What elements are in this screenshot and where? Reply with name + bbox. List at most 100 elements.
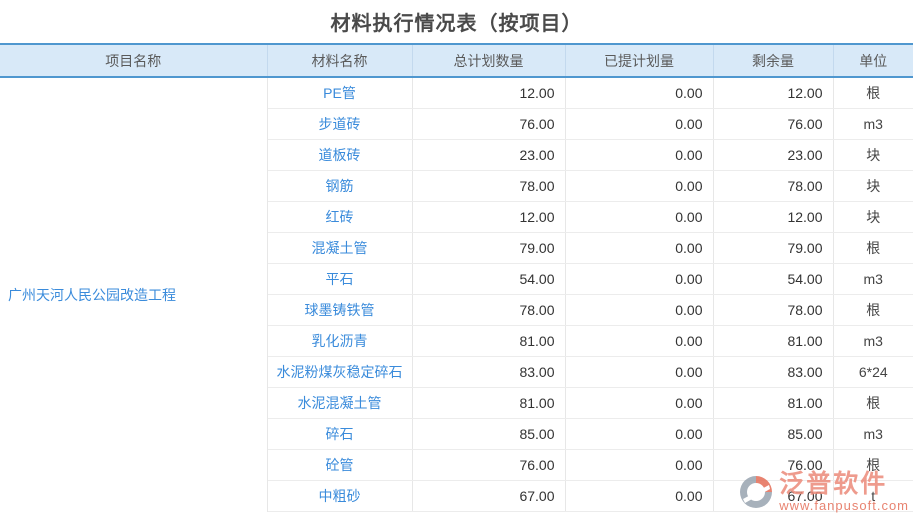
total-planned-cell: 54.00 bbox=[412, 263, 566, 295]
material-name-cell[interactable]: 步道砖 bbox=[267, 108, 413, 140]
unit-cell: 块 bbox=[833, 170, 913, 202]
material-link[interactable]: 水泥混凝土管 bbox=[297, 394, 382, 411]
column-header-submitted: 已提计划量 bbox=[565, 43, 714, 78]
report-title-bar: 材料执行情况表（按项目） bbox=[0, 0, 913, 43]
material-link[interactable]: 道板砖 bbox=[318, 146, 361, 163]
total-planned-cell: 76.00 bbox=[412, 108, 566, 140]
material-name-cell[interactable]: 道板砖 bbox=[267, 139, 413, 171]
remaining-cell: 79.00 bbox=[713, 232, 834, 264]
remaining-cell: 12.00 bbox=[713, 77, 834, 109]
material-name-cell[interactable]: 乳化沥青 bbox=[267, 325, 413, 357]
column-header-total: 总计划数量 bbox=[412, 43, 566, 78]
material-link[interactable]: 钢筋 bbox=[325, 177, 354, 194]
material-name-cell[interactable]: 钢筋 bbox=[267, 170, 413, 202]
vendor-watermark: 泛普软件 www.fanpusoft.com bbox=[737, 472, 909, 512]
table-row: 碎石 85.00 0.00 85.00 m3 bbox=[0, 418, 913, 450]
table-row: 平石 54.00 0.00 54.00 m3 bbox=[0, 263, 913, 295]
submitted-planned-cell: 0.00 bbox=[565, 77, 714, 109]
material-name-cell[interactable]: 平石 bbox=[267, 263, 413, 295]
unit-cell: m3 bbox=[833, 263, 913, 295]
project-name-cell[interactable]: 广州天河人民公园改造工程 bbox=[0, 77, 268, 511]
total-planned-cell: 79.00 bbox=[412, 232, 566, 264]
material-link[interactable]: 平石 bbox=[325, 270, 354, 287]
remaining-cell: 83.00 bbox=[713, 356, 834, 388]
total-planned-cell: 12.00 bbox=[412, 77, 566, 109]
material-link[interactable]: 混凝土管 bbox=[311, 239, 368, 256]
unit-cell: 6*24 bbox=[833, 356, 913, 388]
total-planned-cell: 12.00 bbox=[412, 201, 566, 233]
unit-cell: 根 bbox=[833, 232, 913, 264]
submitted-planned-cell: 0.00 bbox=[565, 139, 714, 171]
unit-cell: 根 bbox=[833, 294, 913, 326]
column-header-project: 项目名称 bbox=[0, 43, 268, 78]
table-row: 水泥粉煤灰稳定碎石 83.00 0.00 83.00 6*24 bbox=[0, 356, 913, 388]
table-row: 球墨铸铁管 78.00 0.00 78.00 根 bbox=[0, 294, 913, 326]
unit-cell: 根 bbox=[833, 387, 913, 419]
watermark-text: 泛普软件 www.fanpusoft.com bbox=[779, 472, 909, 513]
unit-cell: 根 bbox=[833, 77, 913, 109]
material-name-cell[interactable]: 碎石 bbox=[267, 418, 413, 450]
material-name-cell[interactable]: 砼管 bbox=[267, 449, 413, 481]
table-row: 水泥混凝土管 81.00 0.00 81.00 根 bbox=[0, 387, 913, 419]
material-link[interactable]: 乳化沥青 bbox=[311, 332, 368, 349]
material-name-cell[interactable]: PE管 bbox=[267, 77, 413, 109]
submitted-planned-cell: 0.00 bbox=[565, 418, 714, 450]
total-planned-cell: 81.00 bbox=[412, 387, 566, 419]
material-name-cell[interactable]: 水泥粉煤灰稳定碎石 bbox=[267, 356, 413, 388]
submitted-planned-cell: 0.00 bbox=[565, 201, 714, 233]
table-row: 广州天河人民公园改造工程 PE管 12.00 0.00 12.00 根 bbox=[0, 77, 913, 511]
total-planned-cell: 83.00 bbox=[412, 356, 566, 388]
unit-cell: t bbox=[833, 480, 913, 512]
remaining-cell: 12.00 bbox=[713, 201, 834, 233]
unit-cell: 块 bbox=[833, 139, 913, 171]
total-planned-cell: 23.00 bbox=[412, 139, 566, 171]
material-name-cell[interactable]: 中粗砂 bbox=[267, 480, 413, 512]
material-link[interactable]: PE管 bbox=[323, 84, 356, 101]
material-link[interactable]: 水泥粉煤灰稳定碎石 bbox=[276, 363, 403, 380]
material-link[interactable]: 碎石 bbox=[325, 425, 354, 442]
material-name-cell[interactable]: 水泥混凝土管 bbox=[267, 387, 413, 419]
submitted-planned-cell: 0.00 bbox=[565, 108, 714, 140]
material-link[interactable]: 步道砖 bbox=[318, 115, 361, 132]
unit-cell: m3 bbox=[833, 108, 913, 140]
total-planned-cell: 78.00 bbox=[412, 170, 566, 202]
total-planned-cell: 76.00 bbox=[412, 449, 566, 481]
unit-cell: m3 bbox=[833, 325, 913, 357]
project-name-link[interactable]: 广州天河人民公园改造工程 bbox=[8, 286, 176, 303]
column-header-remaining: 剩余量 bbox=[713, 43, 834, 78]
table-row: 中粗砂 67.00 0.00 67.00 t bbox=[0, 480, 913, 512]
material-link[interactable]: 中粗砂 bbox=[318, 487, 361, 504]
table-row: 步道砖 76.00 0.00 76.00 m3 bbox=[0, 108, 913, 140]
unit-cell: m3 bbox=[833, 418, 913, 450]
submitted-planned-cell: 0.00 bbox=[565, 387, 714, 419]
material-name-cell[interactable]: 红砖 bbox=[267, 201, 413, 233]
unit-cell: 块 bbox=[833, 201, 913, 233]
table-row: 钢筋 78.00 0.00 78.00 块 bbox=[0, 170, 913, 202]
submitted-planned-cell: 0.00 bbox=[565, 294, 714, 326]
watermark-url: www.fanpusoft.com bbox=[779, 498, 909, 513]
material-link[interactable]: 砼管 bbox=[325, 456, 354, 473]
submitted-planned-cell: 0.00 bbox=[565, 449, 714, 481]
material-name-cell[interactable]: 球墨铸铁管 bbox=[267, 294, 413, 326]
material-link[interactable]: 球墨铸铁管 bbox=[304, 301, 375, 318]
table-row: 红砖 12.00 0.00 12.00 块 bbox=[0, 201, 913, 233]
submitted-planned-cell: 0.00 bbox=[565, 232, 714, 264]
table-row: 砼管 76.00 0.00 76.00 根 bbox=[0, 449, 913, 481]
material-name-cell[interactable]: 混凝土管 bbox=[267, 232, 413, 264]
column-header-material: 材料名称 bbox=[267, 43, 413, 78]
remaining-cell: 76.00 bbox=[713, 449, 834, 481]
table-row: 混凝土管 79.00 0.00 79.00 根 bbox=[0, 232, 913, 264]
remaining-cell: 78.00 bbox=[713, 294, 834, 326]
page-title: 材料执行情况表（按项目） bbox=[330, 13, 583, 35]
material-link[interactable]: 红砖 bbox=[325, 208, 354, 225]
remaining-cell: 81.00 bbox=[713, 387, 834, 419]
remaining-cell: 76.00 bbox=[713, 108, 834, 140]
remaining-cell: 54.00 bbox=[713, 263, 834, 295]
remaining-cell: 81.00 bbox=[713, 325, 834, 357]
remaining-cell: 23.00 bbox=[713, 139, 834, 171]
total-planned-cell: 67.00 bbox=[412, 480, 566, 512]
table-row: 乳化沥青 81.00 0.00 81.00 m3 bbox=[0, 325, 913, 357]
submitted-planned-cell: 0.00 bbox=[565, 480, 714, 512]
column-header-unit: 单位 bbox=[833, 43, 913, 78]
